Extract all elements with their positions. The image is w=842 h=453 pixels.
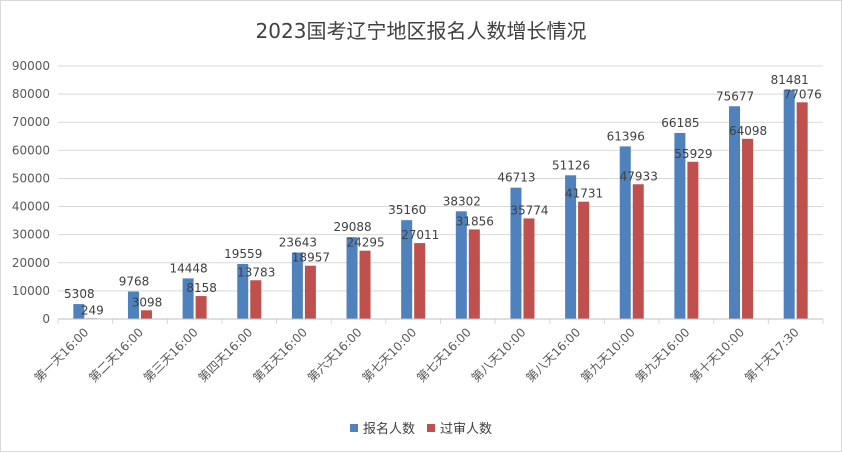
- x-tick-label: 第八天16:00: [523, 325, 583, 385]
- x-tick-label: 第九天16:00: [633, 325, 693, 385]
- x-tick-label: 第十天10:00: [687, 325, 747, 385]
- bar-approved: [578, 201, 590, 319]
- data-label: 66185: [661, 116, 699, 130]
- data-label: 249: [81, 303, 104, 317]
- bar-registered: [401, 220, 413, 319]
- data-label: 81481: [771, 73, 809, 87]
- y-tick-label: 20000: [12, 256, 50, 270]
- bar-registered: [73, 304, 85, 319]
- legend-label: 过审人数: [440, 422, 493, 437]
- y-tick-label: 70000: [12, 115, 50, 129]
- bar-registered: [291, 252, 303, 319]
- data-label: 8158: [186, 281, 217, 295]
- y-tick-label: 0: [42, 312, 50, 326]
- data-label: 14448: [170, 261, 208, 275]
- bar-registered: [619, 146, 631, 319]
- data-label: 24295: [346, 236, 384, 250]
- data-label: 51126: [552, 158, 590, 172]
- bar-approved: [523, 218, 535, 319]
- bar-registered: [783, 89, 795, 320]
- data-label: 35774: [510, 203, 548, 217]
- data-label: 77076: [784, 87, 822, 101]
- x-tick-label: 第七天10:00: [359, 325, 419, 385]
- bar-registered: [565, 175, 577, 319]
- y-tick-label: 60000: [12, 143, 50, 157]
- data-label: 9768: [119, 275, 150, 289]
- bar-approved: [796, 102, 808, 319]
- bar-approved: [195, 296, 207, 319]
- bar-registered: [674, 132, 686, 319]
- x-tick-label: 第七天16:00: [414, 325, 474, 385]
- bar-approved: [742, 138, 754, 319]
- legend-swatch: [427, 423, 435, 432]
- bar-registered: [237, 264, 249, 319]
- data-label: 64098: [729, 124, 767, 138]
- y-tick-label: 30000: [12, 228, 50, 242]
- data-label: 35160: [388, 203, 426, 217]
- bar-approved: [468, 229, 480, 319]
- data-label: 23643: [279, 236, 317, 250]
- bar-registered: [182, 278, 194, 319]
- x-tick-label: 第四天16:00: [196, 325, 256, 385]
- bar-registered: [510, 187, 522, 319]
- x-tick-label: 第二天16:00: [86, 325, 146, 385]
- x-tick-label: 第九天10:00: [578, 325, 638, 385]
- data-label: 38302: [443, 194, 481, 208]
- legend: 报名人数 过审人数: [1, 418, 841, 437]
- legend-item: 报名人数: [349, 418, 415, 437]
- bar-registered: [346, 237, 358, 319]
- data-label: 19559: [224, 247, 262, 261]
- data-label: 29088: [333, 220, 371, 234]
- bar-approved: [359, 250, 371, 319]
- data-label: 31856: [456, 214, 494, 228]
- y-tick-label: 50000: [12, 171, 50, 185]
- data-label: 13783: [237, 265, 275, 279]
- data-label: 75677: [716, 89, 754, 103]
- bar-registered: [455, 211, 467, 319]
- legend-item: 过审人数: [427, 418, 492, 437]
- y-tick-label: 40000: [12, 200, 50, 214]
- data-label: 18957: [292, 251, 330, 265]
- bar-approved: [687, 161, 699, 319]
- legend-label: 报名人数: [362, 422, 415, 437]
- data-label: 27011: [401, 228, 439, 242]
- x-tick-label: 第三天16:00: [141, 325, 201, 385]
- data-label: 3098: [132, 295, 163, 309]
- bar-approved: [250, 280, 262, 319]
- bar-approved: [414, 243, 426, 319]
- bar-approved: [632, 184, 644, 319]
- x-tick-label: 第一天16:00: [32, 325, 92, 385]
- x-tick-label: 第八天10:00: [469, 325, 529, 385]
- chart-title: 2023国考辽宁地区报名人数增长情况: [255, 19, 587, 43]
- bar-approved: [140, 310, 152, 319]
- legend-swatch: [349, 423, 358, 432]
- data-label: 5308: [64, 287, 95, 301]
- x-tick-label: 第五天16:00: [250, 325, 310, 385]
- y-tick-label: 10000: [12, 284, 50, 298]
- x-tick-label: 第十天17:30: [742, 325, 802, 385]
- data-label: 46713: [497, 171, 535, 185]
- x-tick-label: 第六天16:00: [305, 325, 365, 385]
- bar-registered: [729, 106, 741, 319]
- data-label: 61396: [607, 129, 645, 143]
- data-label: 47933: [620, 169, 658, 183]
- bar-registered: [127, 291, 139, 319]
- y-tick-label: 90000: [12, 59, 50, 73]
- data-label: 55929: [674, 147, 712, 161]
- bar-approved: [304, 265, 316, 319]
- y-tick-label: 80000: [12, 87, 50, 101]
- data-label: 41731: [565, 187, 603, 201]
